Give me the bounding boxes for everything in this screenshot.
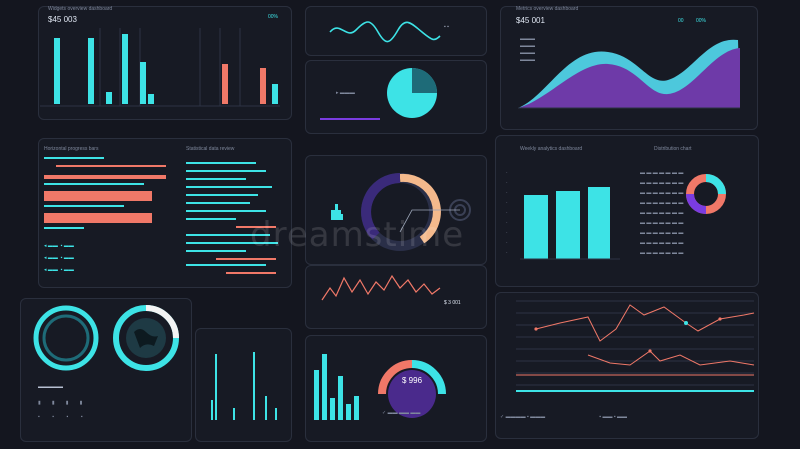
right-chart-title: Weekly analytics dashboard (520, 146, 583, 152)
donut-center-label: $ 996 (402, 376, 423, 385)
hbar-chart-mid (186, 162, 278, 274)
bar-7 (222, 64, 228, 104)
bar-chart-right (520, 187, 620, 260)
panel-top-left (38, 6, 292, 120)
right-table: ▬ ▬ ▬ ▬ ▬ ▬ ▬ ▬ ▬ ▬ ▬ ▬ ▬ ▬ ▬ ▬ ▬ ▬ ▬ ▬ ▬ ▬… (640, 170, 684, 256)
area-legend: ▬▬▬ ▬▬▬ ▬▬▬ ▬▬▬ (520, 36, 535, 63)
bar-chart-bottom-center (314, 354, 359, 420)
panel-bottom-mid (195, 328, 292, 442)
panel-top-center-line (305, 6, 487, 56)
bar-6 (148, 94, 154, 104)
bottom-right-legend: ✓ ▬▬▬▬ ▪ ▬▬▬ ▪ ▬▬ ▪ ▬▬ (500, 414, 628, 420)
donut-chart-right (686, 174, 726, 214)
area-chart-top-right (518, 39, 740, 109)
header-left-title: Widgets overview dashboard (48, 6, 113, 12)
right-pie-title: Distribution chart (654, 146, 692, 152)
pie-label: ▸ ▬▬▬ (336, 90, 355, 96)
donut-bottom-center (378, 360, 446, 418)
line-legend: ▪ ▪ (444, 24, 449, 30)
bottom-center-legend: ✓ ▬▬ ▬▬ ▬▬ (382, 410, 421, 416)
bar-8 (260, 68, 266, 104)
hand-cursor-icon (331, 204, 343, 220)
line-chart-bottom-right (516, 300, 755, 392)
right-bar-3 (588, 187, 610, 259)
right-bar-1 (524, 195, 548, 259)
bar-2 (88, 38, 94, 104)
line-chart-top-center (329, 21, 441, 43)
panel-bottom-left (20, 298, 192, 442)
ring-gauge-left (33, 305, 99, 371)
gauge-center (361, 173, 471, 251)
line-chart-center (321, 274, 441, 301)
header-right-badge-left: 00 (678, 18, 684, 24)
panel-bottom-right (495, 292, 759, 439)
bar-5 (140, 62, 146, 104)
vertical-bars-bottom-mid (211, 352, 277, 420)
bottom-left-stats: ▮ ▮ ▮ ▮ ▪ ▪ ▪ ▪ (38, 400, 83, 420)
bar-9 (272, 84, 278, 104)
header-right-badge-right: 00% (696, 18, 707, 24)
bar-3 (106, 92, 112, 104)
right-bar-axis: · · · · · · · · · (506, 170, 508, 256)
header-right-value: $45 001 (516, 16, 545, 25)
bars-mid-title: Statistical data review (186, 146, 235, 152)
bottom-left-label: ▬▬▬▬▬ (38, 384, 63, 390)
header-left-value: $45 003 (48, 15, 77, 24)
pie-chart-top-center (387, 68, 437, 118)
header-right-title: Metrics overview dashboard (516, 6, 579, 12)
center-line-label: $ 3 001 (444, 300, 461, 306)
globe-ring-right (113, 305, 179, 371)
header-left-badge: 00% (268, 14, 279, 20)
panel-center-line (305, 265, 487, 329)
hbar-legend: ◂ ▬▬ ▪ ▬▬ ◂ ▬▬ ▪ ▬▬ ◂ ▬▬ ▪ ▬▬ (44, 243, 74, 273)
bars-left-title: Horizontal progress bars (44, 146, 99, 152)
bar-4 (122, 34, 128, 104)
bar-chart-top-left (40, 28, 280, 107)
watermark: dreamstime (250, 215, 465, 255)
pie-scrollbar[interactable] (320, 118, 380, 120)
bar-1 (54, 38, 60, 104)
hbar-chart-left (44, 157, 166, 229)
right-bar-2 (556, 191, 580, 259)
